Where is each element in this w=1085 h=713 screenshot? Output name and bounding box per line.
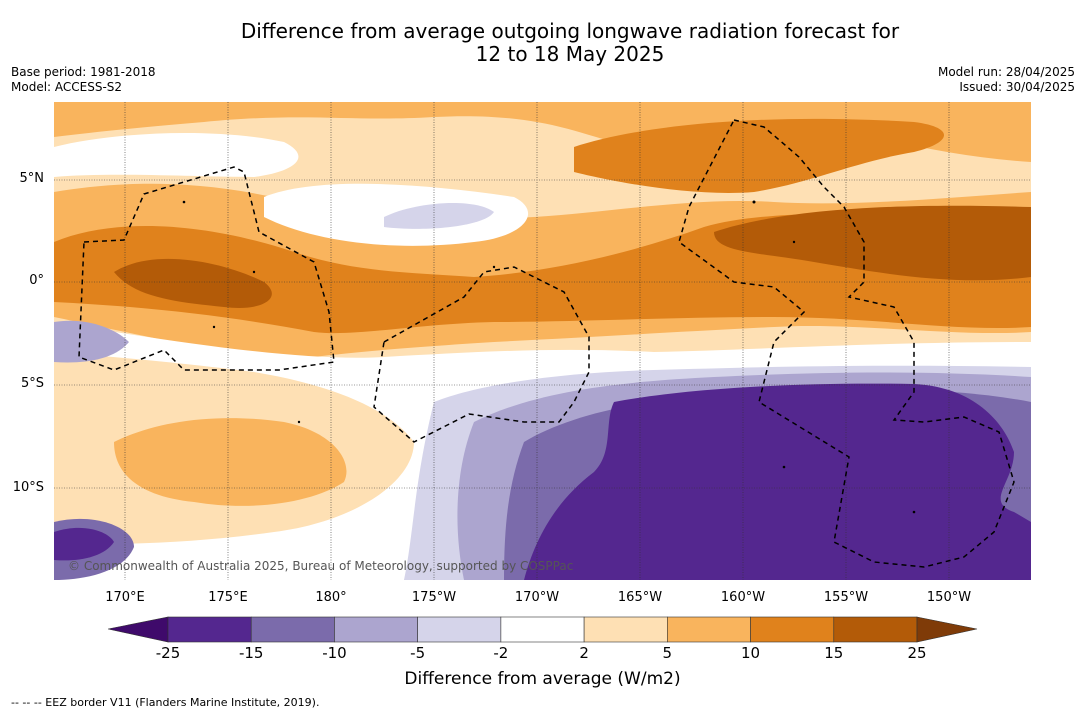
model-name: Model: ACCESS-S2 xyxy=(11,80,123,94)
colorbar-tick-label: -2 xyxy=(493,644,509,662)
lon-label-155w: 155°W xyxy=(823,590,869,605)
patch-light-purple-west xyxy=(54,320,129,363)
lat-label-5n: 5°N xyxy=(19,171,45,186)
colorbar-tick-label: 2 xyxy=(579,644,589,662)
patch-white-northwest xyxy=(54,132,299,177)
colorbar-segment xyxy=(833,616,918,643)
meta-left: Base period: 1981-2018 Model: ACCESS-S2 xyxy=(11,65,156,95)
map-area: © Commonwealth of Australia 2025, Bureau… xyxy=(54,102,1031,580)
lat-label-10s: 10°S xyxy=(12,480,44,495)
colorbar-tick-label: 15 xyxy=(824,644,844,662)
islands xyxy=(182,200,916,514)
band-white-transition xyxy=(54,322,1031,580)
colorbar-segment xyxy=(167,616,252,643)
colorbar-tick-label: 25 xyxy=(907,644,927,662)
eez-borders xyxy=(78,119,1015,568)
island xyxy=(792,240,796,244)
eez-border-line-islands xyxy=(678,119,1015,568)
lon-label-165w: 165°W xyxy=(617,590,663,605)
gridlines xyxy=(54,102,1031,580)
colorbar-tick-label: 5 xyxy=(662,644,673,662)
lon-label-160w: 160°W xyxy=(720,590,766,605)
colorbar-tick-label: -5 xyxy=(410,644,426,662)
patch-dark-purple-southwest xyxy=(54,527,114,561)
island xyxy=(297,420,301,424)
olr-anomaly-map xyxy=(54,102,1031,580)
colorbar xyxy=(108,616,978,643)
colorbar-segment xyxy=(500,616,585,643)
colorbar-segment xyxy=(417,616,502,643)
island xyxy=(912,510,916,514)
patch-deep-orange-west xyxy=(114,258,272,308)
colorbar-extend-low xyxy=(108,616,169,643)
patch-deep-orange-east xyxy=(714,205,1031,281)
band-orange-top xyxy=(54,102,1031,162)
colorbar-segment xyxy=(667,616,751,643)
colorbar-extend-high xyxy=(916,616,978,643)
colorbar-segment xyxy=(334,616,418,643)
lat-label-5s: 5°S xyxy=(20,376,44,391)
meta-right: Model run: 28/04/2025 Issued: 30/04/2025 xyxy=(938,65,1075,95)
island xyxy=(212,325,216,329)
colorbar-tick-label: -10 xyxy=(322,644,347,662)
issued-date: Issued: 30/04/2025 xyxy=(959,80,1075,94)
island xyxy=(182,200,186,204)
lat-label-0: 0° xyxy=(29,273,44,288)
patch-lilac-north xyxy=(384,202,494,229)
lon-label-150w: 150°W xyxy=(926,590,972,605)
island xyxy=(492,265,496,269)
colorbar-segment xyxy=(583,616,668,643)
island xyxy=(782,465,786,469)
lon-label-175w: 175°W xyxy=(411,590,457,605)
base-period: Base period: 1981-2018 xyxy=(11,65,156,79)
eez-border-kiribati-gilbert xyxy=(78,166,335,371)
colorbar-label: Difference from average (W/m2) xyxy=(404,669,681,689)
patch-orange-south xyxy=(114,418,347,506)
title-line-2: 12 to 18 May 2025 xyxy=(475,42,665,66)
region-dark-purple-south xyxy=(524,383,1031,580)
lon-label-170w: 170°W xyxy=(514,590,560,605)
map-title: Difference from average outgoing longwav… xyxy=(0,20,1085,66)
model-run: Model run: 28/04/2025 xyxy=(937,65,1075,79)
lon-label-170e: 170°E xyxy=(105,590,145,605)
island xyxy=(252,270,256,274)
copyright-notice: © Commonwealth of Australia 2025, Bureau… xyxy=(68,559,574,573)
colorbar-segment xyxy=(250,616,335,643)
colorbar-segment xyxy=(750,616,835,643)
eez-border-phoenix xyxy=(373,266,590,443)
island xyxy=(752,200,756,204)
colorbar-tick-label: 10 xyxy=(741,644,761,662)
colorbar-tick-label: -15 xyxy=(238,644,264,662)
eez-footnote: -- -- -- EEZ border V11 (Flanders Marine… xyxy=(11,696,320,709)
lon-label-175e: 175°E xyxy=(208,590,248,605)
title-line-1: Difference from average outgoing longwav… xyxy=(240,19,900,43)
lon-label-180: 180° xyxy=(315,590,347,605)
colorbar-tick-label: -25 xyxy=(155,644,181,662)
patch-dark-orange-north xyxy=(574,118,944,193)
